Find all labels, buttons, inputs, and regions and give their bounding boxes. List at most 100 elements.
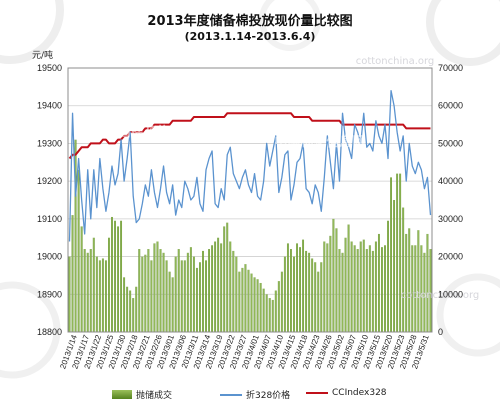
watermark-text: 中国棉花信息网 xyxy=(104,124,195,140)
bar xyxy=(381,247,383,332)
bar xyxy=(71,215,74,332)
bar xyxy=(89,249,92,332)
bar xyxy=(280,271,283,332)
bar xyxy=(277,281,280,332)
bar xyxy=(374,241,377,332)
bar xyxy=(238,271,241,332)
bar xyxy=(429,249,432,332)
bar xyxy=(420,245,423,332)
bar xyxy=(393,200,396,332)
bar xyxy=(150,260,153,332)
bar xyxy=(147,249,150,332)
bar xyxy=(117,226,119,332)
y-right-tick-label: 20000 xyxy=(438,252,463,262)
y-right-tick-label: 0 xyxy=(438,327,443,337)
bar xyxy=(271,299,274,332)
bar xyxy=(311,258,314,332)
bar xyxy=(350,241,353,332)
bar xyxy=(384,245,386,332)
bar xyxy=(86,252,89,332)
bar xyxy=(111,216,113,332)
bar xyxy=(244,264,247,332)
bar xyxy=(256,279,259,332)
bar xyxy=(368,245,371,332)
x-tick-labels: 2013/1/142013/1/172013/1/222013/1/252013… xyxy=(58,333,431,370)
bar xyxy=(408,228,411,332)
legend-swatch-bar xyxy=(112,390,132,399)
y-left-tick-label: 19100 xyxy=(37,214,62,224)
y-right-tick-label: 70000 xyxy=(438,63,463,73)
bar xyxy=(174,256,177,332)
bar xyxy=(265,294,268,332)
bar xyxy=(186,252,189,332)
line-series-price xyxy=(68,89,432,242)
bar xyxy=(92,237,95,332)
bar xyxy=(192,256,195,332)
bar xyxy=(165,260,168,332)
legend-swatch-price xyxy=(220,393,242,396)
bar xyxy=(399,173,402,332)
bar xyxy=(332,218,335,332)
bar xyxy=(296,243,298,332)
bar xyxy=(308,252,311,332)
bar xyxy=(356,249,359,332)
y-left-tick-label: 19000 xyxy=(37,252,62,262)
bar xyxy=(335,228,338,332)
y-right-tick-label: 60000 xyxy=(438,101,463,111)
grid-lines xyxy=(68,105,432,295)
bar xyxy=(417,230,420,332)
bar xyxy=(338,249,341,332)
bar xyxy=(347,224,350,332)
y-right-tick-label: 50000 xyxy=(438,138,463,148)
chart-subtitle: (2013.1.14-2013.6.4) xyxy=(184,30,316,43)
plot-frame xyxy=(67,67,433,333)
bar xyxy=(141,256,144,332)
bar xyxy=(423,252,426,332)
y-left-tick-label: 18900 xyxy=(37,289,62,299)
bar xyxy=(214,241,217,332)
bar xyxy=(144,254,147,332)
bar xyxy=(220,243,223,332)
bar xyxy=(129,290,132,332)
bar xyxy=(253,277,256,332)
bar xyxy=(326,243,329,332)
bar xyxy=(396,173,399,332)
bar xyxy=(341,252,344,332)
bar xyxy=(274,290,277,332)
bar xyxy=(208,249,210,332)
bar xyxy=(229,241,232,332)
bar xyxy=(235,256,238,332)
bar xyxy=(302,239,305,332)
y-right-tick-label: 10000 xyxy=(438,289,463,299)
bar xyxy=(305,250,308,332)
bar xyxy=(414,245,417,332)
bar xyxy=(126,286,129,332)
bar xyxy=(299,247,301,332)
bar xyxy=(80,226,83,332)
bar xyxy=(95,256,98,332)
bar xyxy=(123,277,126,332)
bar xyxy=(226,222,229,332)
bar xyxy=(138,249,141,332)
legend-item-bar: 抛储成交 xyxy=(112,388,172,401)
bar xyxy=(247,269,250,332)
y-left-tick-label: 19200 xyxy=(37,176,62,186)
bar xyxy=(290,249,292,332)
bar xyxy=(68,256,71,332)
bar xyxy=(250,273,253,332)
bar xyxy=(77,169,80,332)
bar xyxy=(241,267,244,332)
bar xyxy=(405,233,408,332)
bar xyxy=(98,260,101,332)
bar xyxy=(189,247,192,332)
bar xyxy=(371,250,374,332)
bar xyxy=(153,243,156,332)
bar xyxy=(426,233,429,332)
plot-border xyxy=(67,67,433,333)
bar xyxy=(211,245,214,332)
bar xyxy=(402,207,405,332)
bar xyxy=(83,249,86,332)
bar xyxy=(390,177,392,332)
